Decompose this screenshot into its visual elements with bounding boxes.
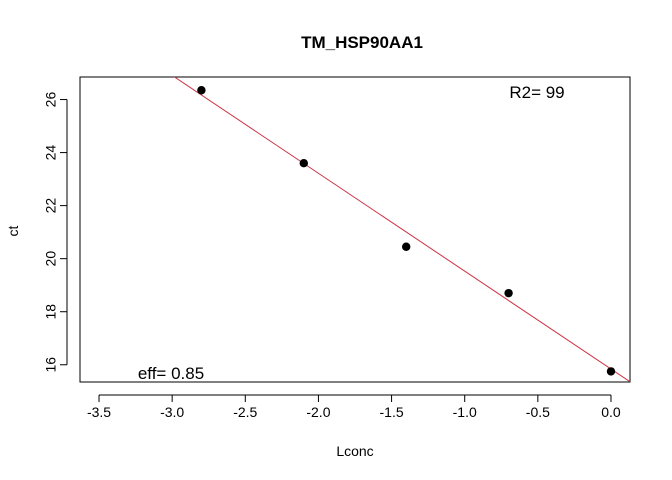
x-tick-label: -2.0	[306, 404, 330, 420]
y-tick-label: 26	[43, 92, 59, 108]
x-tick-label: -1.5	[380, 404, 404, 420]
x-axis-label: Lconc	[336, 443, 373, 459]
y-tick-label: 18	[43, 304, 59, 320]
x-tick-label: -3.0	[160, 404, 184, 420]
chart-title: TM_HSP90AA1	[301, 33, 423, 52]
data-point	[197, 86, 206, 95]
y-tick-label: 16	[43, 357, 59, 373]
y-tick-label: 24	[43, 145, 59, 161]
x-tick-label: 0.0	[601, 404, 621, 420]
x-tick-label: -3.5	[87, 404, 111, 420]
regression-line	[173, 77, 630, 382]
data-point	[401, 242, 411, 251]
y-tick-label: 22	[43, 198, 59, 214]
data-point	[504, 288, 513, 298]
data-point	[606, 367, 616, 376]
x-tick-label: -1.0	[453, 404, 477, 420]
efficiency-annotation: eff= 0.85	[138, 364, 204, 383]
y-axis-label: ct	[5, 225, 21, 236]
r2-annotation: R2= 99	[509, 83, 564, 102]
y-tick-label: 20	[43, 251, 59, 267]
x-tick-label: -2.5	[233, 404, 257, 420]
x-tick-label: -0.5	[526, 404, 550, 420]
plot-frame	[79, 76, 631, 383]
data-point	[299, 158, 309, 168]
